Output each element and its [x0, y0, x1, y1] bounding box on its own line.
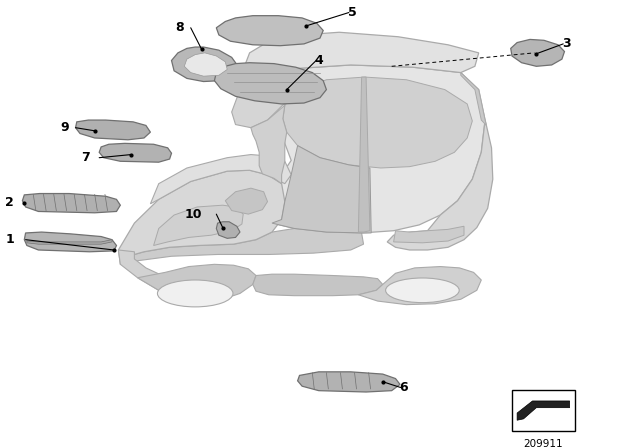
Text: 2: 2 [5, 196, 14, 210]
Polygon shape [154, 205, 243, 246]
Text: 1: 1 [5, 233, 14, 246]
Polygon shape [272, 146, 371, 233]
Polygon shape [118, 228, 364, 264]
Polygon shape [184, 53, 227, 76]
Polygon shape [76, 120, 150, 140]
Ellipse shape [157, 280, 233, 307]
Polygon shape [283, 77, 472, 168]
Ellipse shape [385, 278, 460, 303]
Polygon shape [99, 143, 172, 162]
Polygon shape [358, 267, 481, 305]
Polygon shape [138, 264, 256, 301]
Polygon shape [118, 170, 285, 256]
Polygon shape [298, 372, 400, 392]
FancyBboxPatch shape [512, 390, 575, 431]
Text: 10: 10 [184, 207, 202, 221]
Polygon shape [511, 39, 564, 66]
Polygon shape [216, 16, 323, 46]
Text: 9: 9 [61, 121, 69, 134]
Polygon shape [517, 401, 570, 420]
Polygon shape [214, 63, 326, 104]
Polygon shape [216, 222, 240, 238]
Polygon shape [251, 105, 287, 184]
Text: 209911: 209911 [524, 439, 563, 448]
Polygon shape [358, 77, 370, 232]
Polygon shape [22, 194, 120, 213]
Polygon shape [225, 188, 268, 214]
Text: 3: 3 [563, 37, 571, 51]
Polygon shape [150, 155, 291, 204]
Polygon shape [461, 73, 486, 125]
Text: 7: 7 [81, 151, 90, 164]
Polygon shape [253, 274, 383, 296]
Polygon shape [232, 69, 285, 128]
Polygon shape [387, 120, 493, 250]
Polygon shape [244, 32, 479, 73]
Text: 8: 8 [175, 21, 184, 34]
Polygon shape [118, 250, 204, 301]
Polygon shape [268, 65, 485, 233]
Polygon shape [27, 240, 112, 244]
Text: 6: 6 [400, 381, 408, 394]
Polygon shape [24, 232, 116, 252]
Polygon shape [394, 226, 464, 243]
Polygon shape [172, 47, 238, 82]
Text: 5: 5 [348, 6, 357, 19]
Text: 4: 4 [314, 54, 323, 67]
